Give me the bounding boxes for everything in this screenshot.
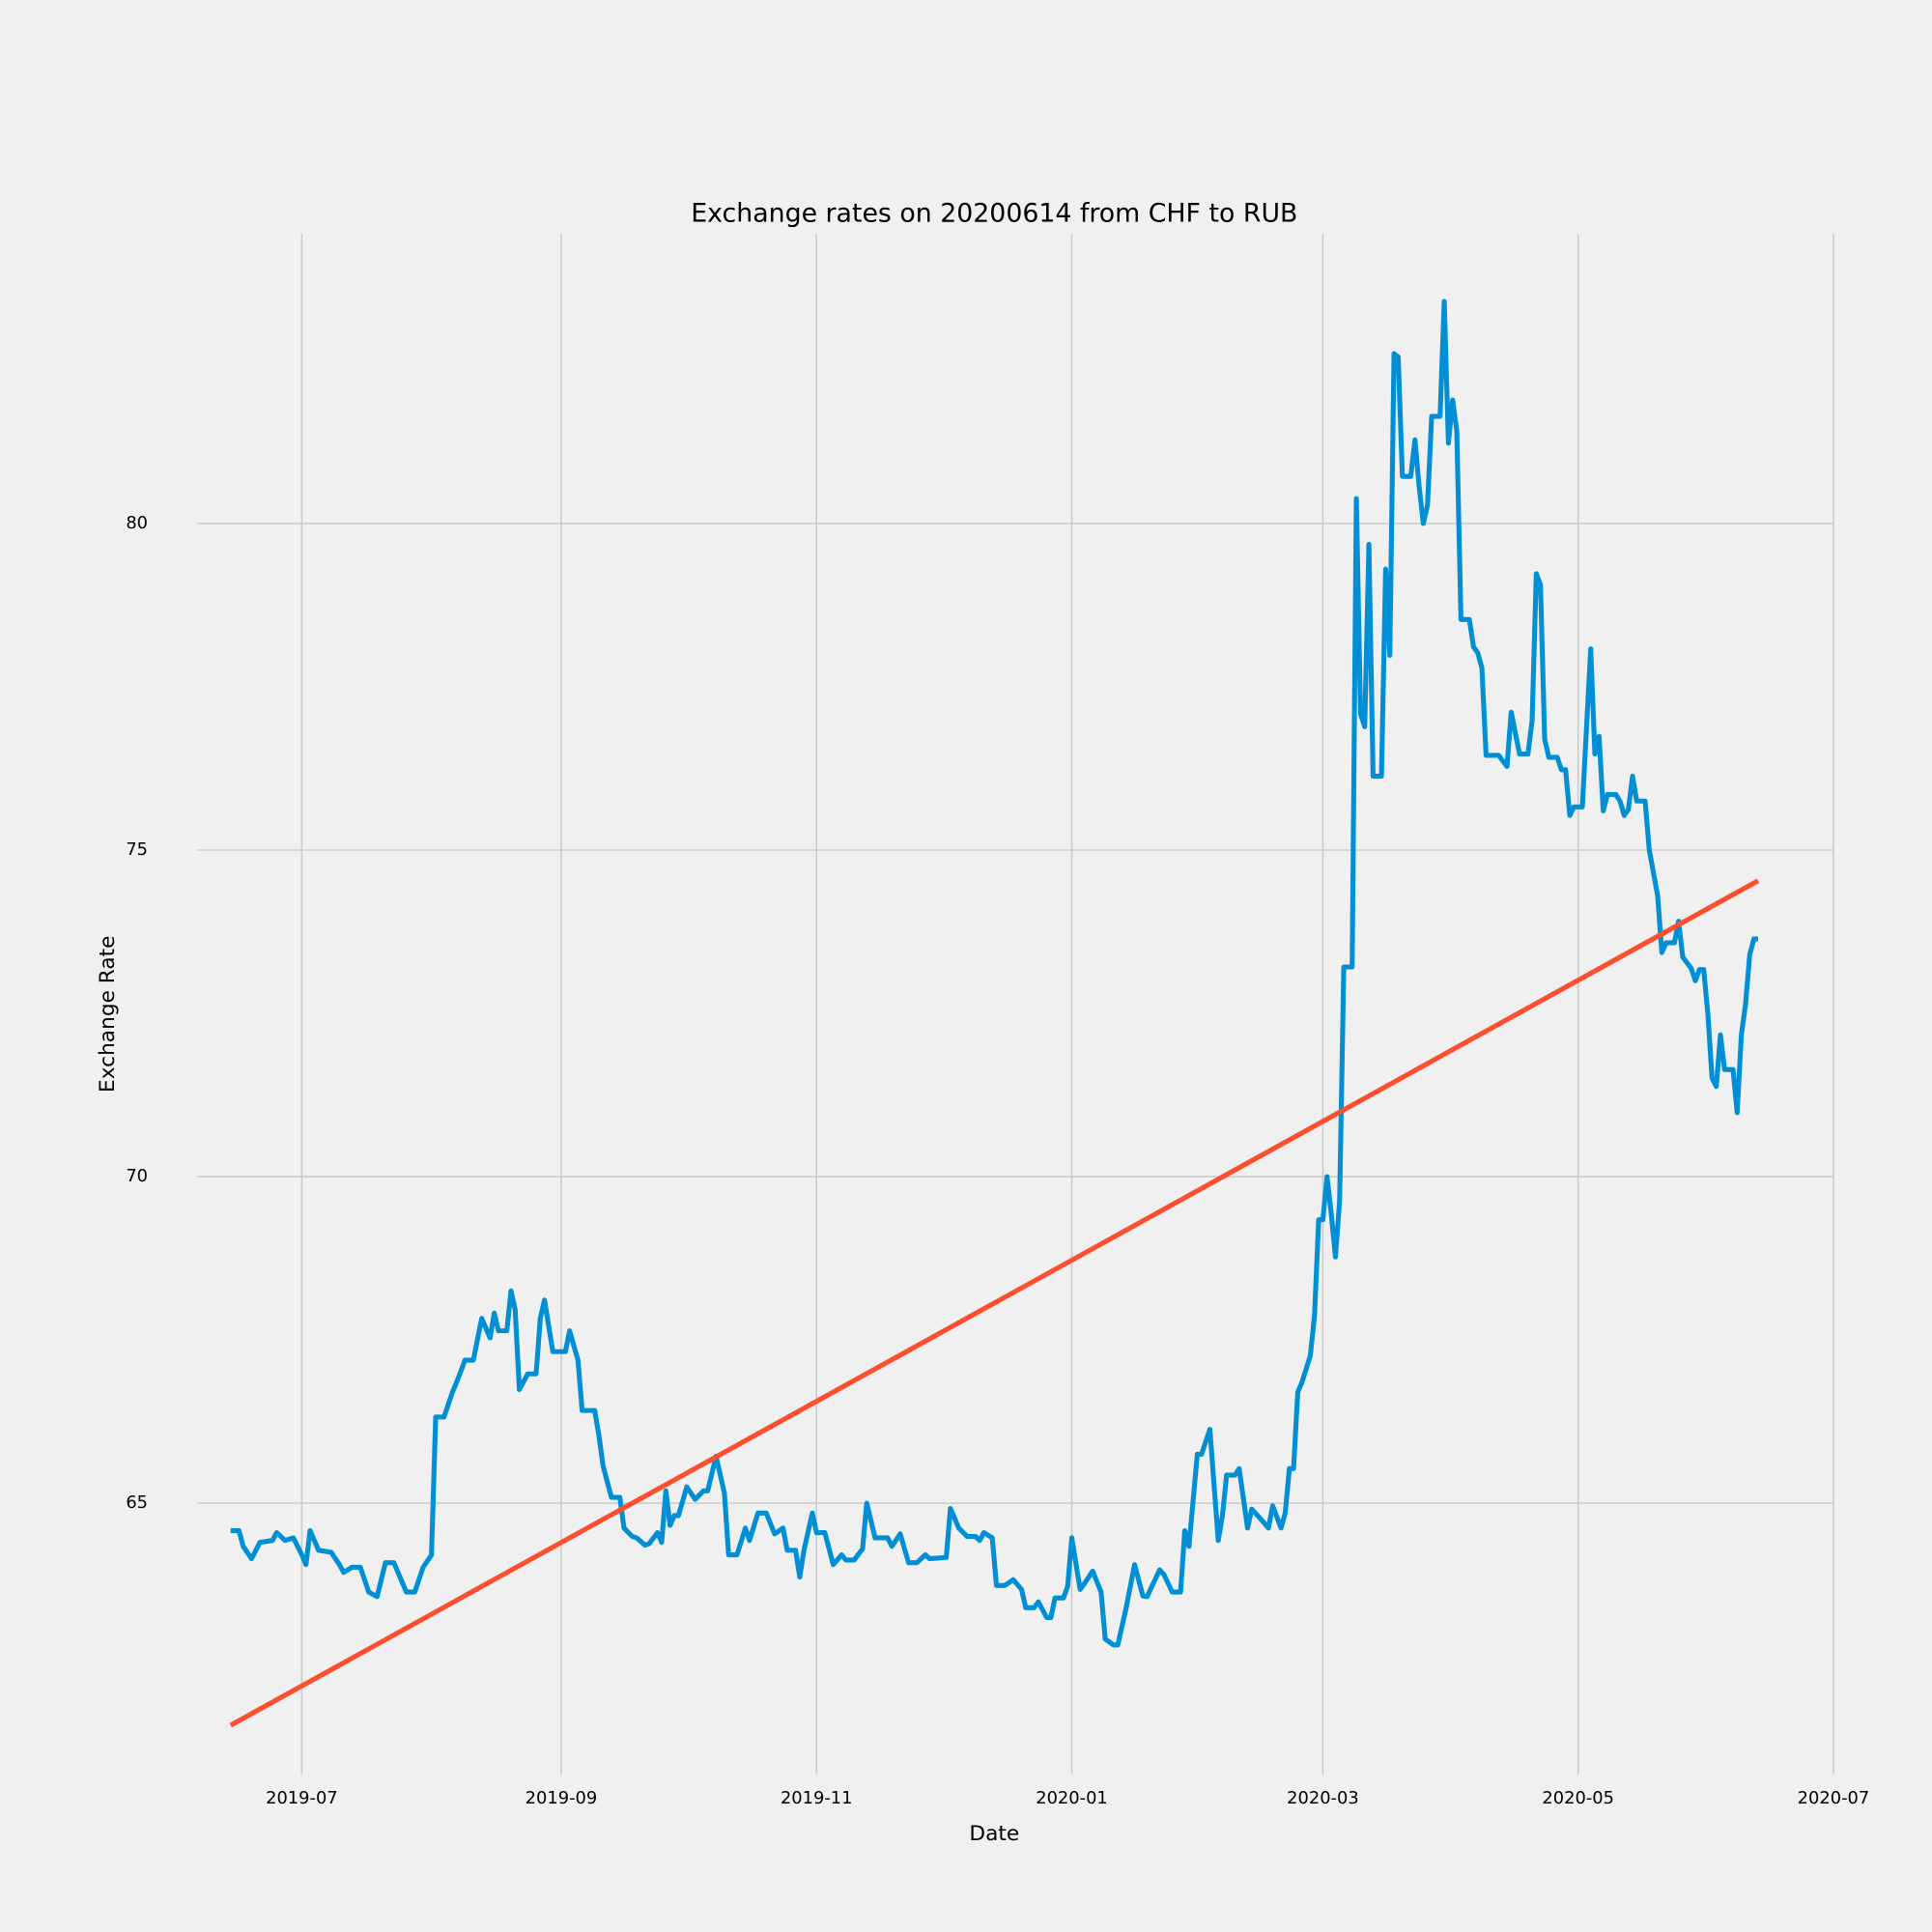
x-tick-label: 2020-07 [1798, 1788, 1870, 1808]
series-line [229, 878, 1760, 1728]
x-tick-label: 2019-11 [781, 1788, 853, 1808]
x-tick-label: 2020-03 [1287, 1788, 1359, 1808]
y-tick-label: 70 [126, 1166, 148, 1186]
x-tick-label: 2019-07 [266, 1788, 338, 1808]
plot-lines [229, 298, 1760, 1728]
x-tick-label: 2020-05 [1542, 1788, 1614, 1808]
y-tick-label: 75 [126, 839, 148, 860]
y-tick-label: 80 [126, 513, 148, 533]
y-tick-label: 65 [126, 1492, 148, 1513]
x-tick-label: 2019-09 [526, 1788, 598, 1808]
y-axis-label: Exchange Rate [96, 936, 120, 1093]
series-line [230, 298, 1758, 1648]
x-tick-label: 2020-01 [1036, 1788, 1108, 1808]
grid [197, 234, 1834, 1775]
x-axis-label: Date [969, 1822, 1019, 1846]
chart-title: Exchange rates on 20200614 from CHF to R… [691, 198, 1297, 228]
